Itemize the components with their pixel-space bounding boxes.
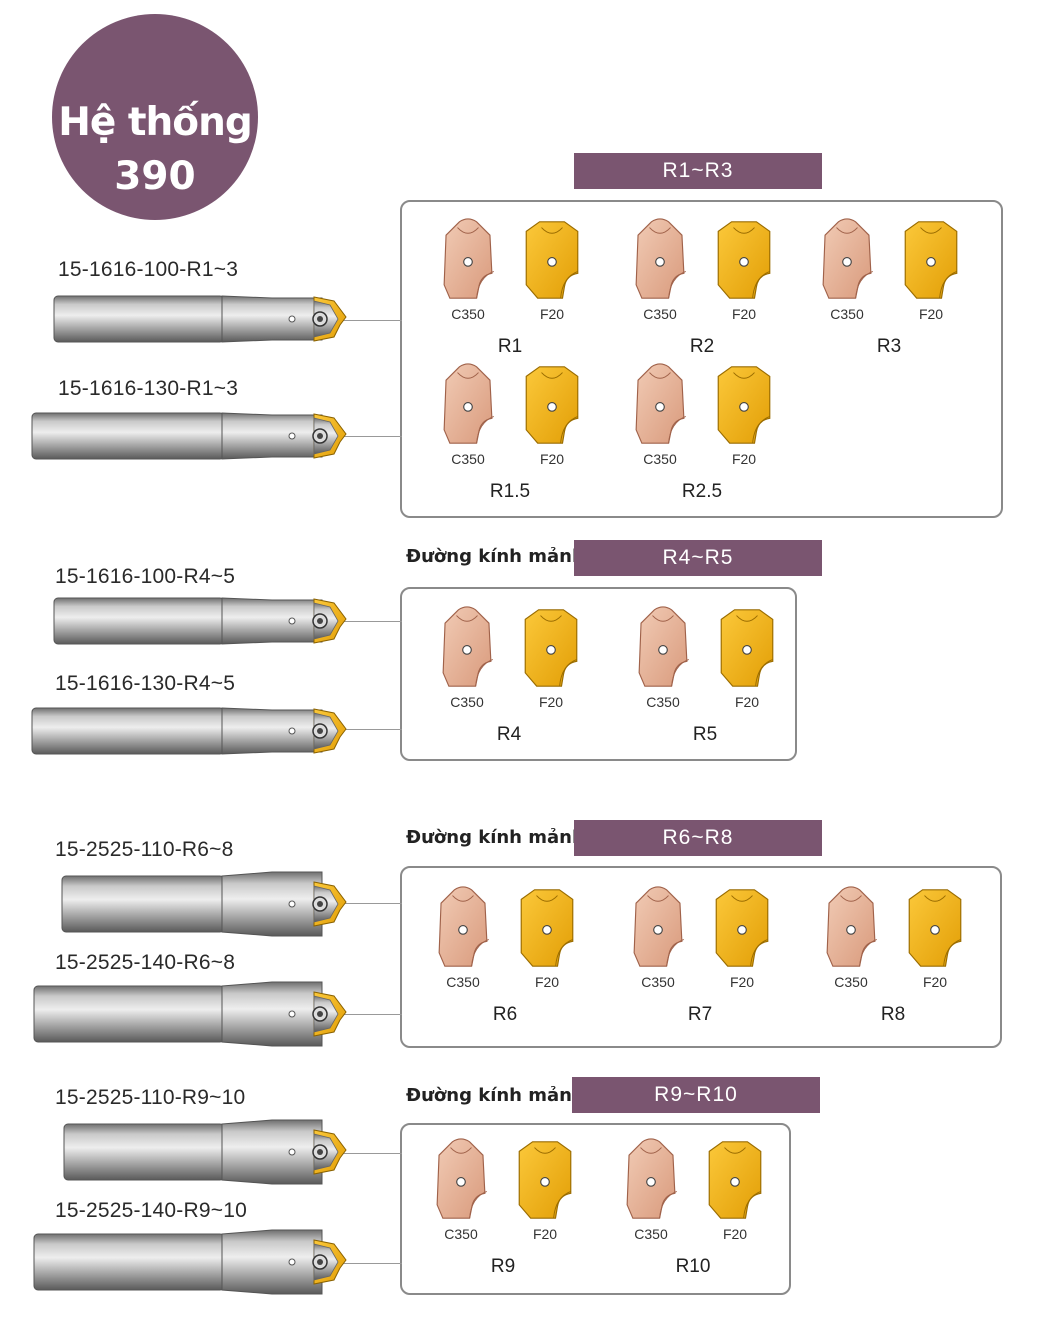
f20-insert-icon bbox=[717, 366, 771, 444]
badge-title: Hệ thống bbox=[58, 100, 253, 145]
radius-label: R2.5 bbox=[681, 481, 723, 502]
c350-insert-icon bbox=[633, 886, 684, 967]
grade-label-c350: C350 bbox=[643, 451, 677, 467]
grade-label-c350: C350 bbox=[646, 694, 680, 710]
insert-diameter-label: Đường kính mảnh: bbox=[406, 1085, 592, 1106]
c350-insert-icon bbox=[635, 218, 686, 299]
tool-label: 15-1616-130-R1~3 bbox=[58, 377, 239, 400]
connector-line bbox=[340, 621, 402, 622]
radius-label: R4 bbox=[496, 724, 522, 745]
section-header-r1-r3: R1~R3 bbox=[574, 153, 822, 189]
c350-insert-icon bbox=[443, 363, 494, 444]
f20-insert-icon bbox=[525, 366, 579, 444]
grade-label-c350: C350 bbox=[451, 451, 485, 467]
milling-tool-icon bbox=[53, 597, 347, 645]
milling-tool-icon bbox=[33, 1229, 347, 1295]
radius-label: R1.5 bbox=[489, 481, 531, 502]
grade-label-c350: C350 bbox=[451, 306, 485, 322]
milling-tool-icon bbox=[31, 707, 347, 755]
f20-insert-icon bbox=[908, 889, 962, 967]
grade-label-f20: F20 bbox=[534, 974, 560, 990]
grade-label-c350: C350 bbox=[444, 1226, 478, 1242]
grade-label-f20: F20 bbox=[539, 451, 565, 467]
grade-label-c350: C350 bbox=[643, 306, 677, 322]
c350-insert-icon bbox=[626, 1138, 677, 1219]
f20-insert-icon bbox=[525, 221, 579, 299]
grade-label-c350: C350 bbox=[641, 974, 675, 990]
grade-label-c350: C350 bbox=[446, 974, 480, 990]
grade-label-f20: F20 bbox=[918, 306, 944, 322]
grade-label-f20: F20 bbox=[538, 694, 564, 710]
tool-label: 15-1616-100-R1~3 bbox=[58, 258, 239, 281]
c350-insert-icon bbox=[442, 606, 493, 687]
grade-label-f20: F20 bbox=[722, 1226, 748, 1242]
c350-insert-icon bbox=[635, 363, 686, 444]
c350-insert-icon bbox=[638, 606, 689, 687]
badge-number: 390 bbox=[114, 154, 196, 199]
system-badge: Hệ thống 390 bbox=[52, 14, 258, 220]
f20-insert-icon bbox=[717, 221, 771, 299]
connector-line bbox=[340, 436, 402, 437]
radius-label: R6 bbox=[492, 1004, 518, 1025]
grade-label-f20: F20 bbox=[729, 974, 755, 990]
section-header-r9-r10: R9~R10 bbox=[572, 1077, 820, 1113]
grade-label-f20: F20 bbox=[734, 694, 760, 710]
milling-tool-icon bbox=[31, 412, 347, 460]
tool-label: 15-2525-110-R6~8 bbox=[55, 838, 234, 861]
c350-insert-icon bbox=[436, 1138, 487, 1219]
insert-panel-r6-r8 bbox=[400, 866, 1002, 1048]
insert-diameter-label: Đường kính mảnh: bbox=[406, 546, 592, 567]
grade-label-c350: C350 bbox=[450, 694, 484, 710]
grade-label-f20: F20 bbox=[731, 451, 757, 467]
f20-insert-icon bbox=[518, 1141, 572, 1219]
insert-panel-r1-r3 bbox=[400, 200, 1003, 518]
radius-label: R9 bbox=[490, 1256, 516, 1277]
f20-insert-icon bbox=[708, 1141, 762, 1219]
grade-label-c350: C350 bbox=[634, 1226, 668, 1242]
section-header-r6-r8: R6~R8 bbox=[574, 820, 822, 856]
radius-label: R5 bbox=[692, 724, 718, 745]
f20-insert-icon bbox=[524, 609, 578, 687]
insert-diameter-label: Đường kính mảnh: bbox=[406, 827, 592, 848]
grade-label-f20: F20 bbox=[539, 306, 565, 322]
milling-tool-icon bbox=[33, 981, 347, 1047]
f20-insert-icon bbox=[720, 609, 774, 687]
grade-label-f20: F20 bbox=[731, 306, 757, 322]
grade-label-f20: F20 bbox=[532, 1226, 558, 1242]
radius-label: R2 bbox=[689, 336, 715, 357]
grade-label-f20: F20 bbox=[922, 974, 948, 990]
tool-label: 15-2525-140-R9~10 bbox=[55, 1199, 247, 1222]
radius-label: R8 bbox=[880, 1004, 906, 1025]
radius-label: R1 bbox=[497, 336, 523, 357]
f20-insert-icon bbox=[520, 889, 574, 967]
connector-line bbox=[340, 1014, 402, 1015]
connector-line bbox=[340, 729, 402, 730]
milling-tool-icon bbox=[61, 871, 347, 937]
tool-label: 15-2525-140-R6~8 bbox=[55, 951, 236, 974]
radius-label: R7 bbox=[687, 1004, 713, 1025]
section-header-r4-r5: R4~R5 bbox=[574, 540, 822, 576]
connector-line bbox=[340, 1263, 402, 1264]
milling-tool-icon bbox=[53, 295, 347, 343]
grade-label-c350: C350 bbox=[834, 974, 868, 990]
radius-label: R3 bbox=[876, 336, 902, 357]
tool-label: 15-1616-100-R4~5 bbox=[55, 565, 236, 588]
tool-label: 15-2525-110-R9~10 bbox=[55, 1086, 246, 1109]
radius-label: R10 bbox=[675, 1256, 711, 1277]
connector-line bbox=[340, 1153, 402, 1154]
c350-insert-icon bbox=[438, 886, 489, 967]
grade-label-c350: C350 bbox=[830, 306, 864, 322]
tool-label: 15-1616-130-R4~5 bbox=[55, 672, 236, 695]
connector-line bbox=[340, 320, 402, 321]
f20-insert-icon bbox=[715, 889, 769, 967]
connector-line bbox=[340, 903, 402, 904]
c350-insert-icon bbox=[822, 218, 873, 299]
c350-insert-icon bbox=[826, 886, 877, 967]
milling-tool-icon bbox=[63, 1119, 347, 1185]
c350-insert-icon bbox=[443, 218, 494, 299]
f20-insert-icon bbox=[904, 221, 958, 299]
